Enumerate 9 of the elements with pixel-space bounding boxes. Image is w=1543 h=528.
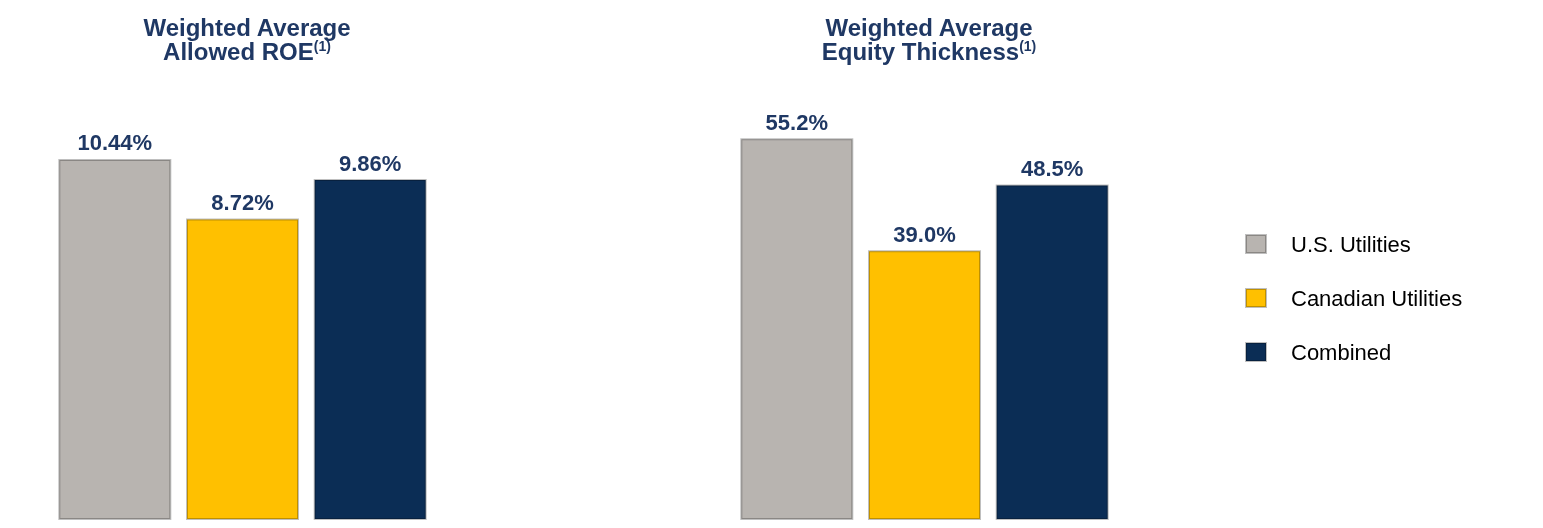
data-label: 39.0% [893, 221, 956, 247]
legend-label: Canadian Utilities [1291, 285, 1463, 311]
legend-label: Combined [1291, 339, 1392, 365]
data-label: 55.2% [765, 109, 829, 135]
data-label: 8.72% [211, 189, 274, 215]
data-label: 48.5% [1020, 156, 1084, 182]
legend-label: U.S. Utilities [1291, 231, 1411, 257]
data-label: 10.44% [77, 130, 153, 156]
data-label: 9.86% [338, 150, 402, 176]
